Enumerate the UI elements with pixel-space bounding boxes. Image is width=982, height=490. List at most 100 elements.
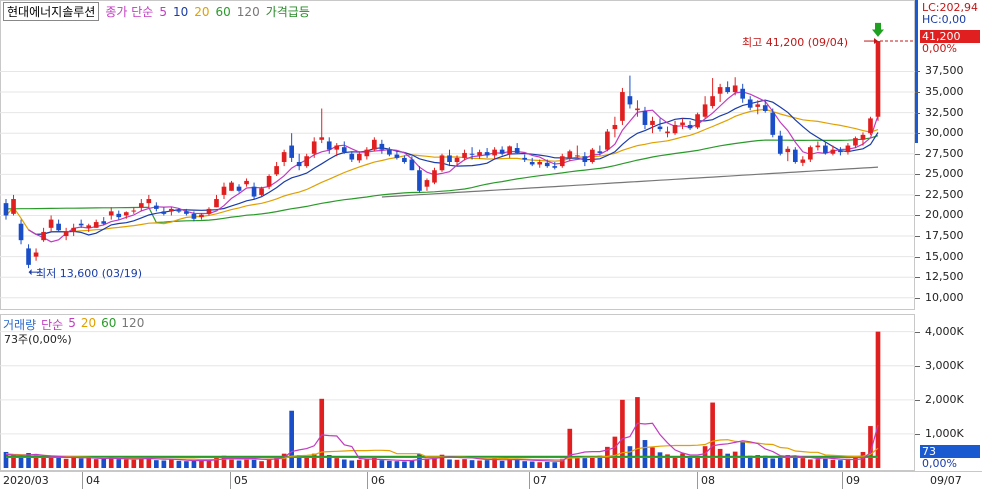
volume-bar [154, 460, 159, 468]
candle-body [356, 153, 362, 161]
volume-bar [199, 460, 204, 468]
volume-bar [349, 460, 355, 468]
candle-body [199, 214, 204, 218]
candle-body [266, 175, 272, 187]
volume-bar [281, 453, 287, 468]
volume-bar [499, 460, 505, 468]
candle-body [191, 213, 197, 219]
candle-body [206, 208, 212, 214]
volume-bar [63, 458, 69, 468]
lc-label: LC:202,94 [922, 1, 979, 14]
volume-ma5-line [5, 422, 879, 462]
volume-bar [424, 458, 430, 468]
volume-bar [492, 457, 497, 468]
ma-period-10[interactable]: 10 [172, 4, 189, 19]
volume-chart-header: 거래량 단순 5 20 60 120 [3, 316, 144, 333]
volume-ma-period-5[interactable]: 5 [68, 316, 76, 330]
candle-body [477, 152, 482, 156]
date-label-aug: 08 [701, 474, 715, 487]
price-tick-label: 37,500 [915, 64, 964, 78]
volume-bar [792, 457, 798, 468]
ma-period-5[interactable]: 5 [159, 4, 167, 19]
candle-body [650, 120, 655, 125]
volume-bar [334, 458, 340, 468]
volume-ma-period-20[interactable]: 20 [80, 316, 97, 330]
price-tick-label: 12,500 [915, 270, 964, 284]
volume-ma-period-60[interactable]: 60 [101, 316, 117, 330]
candle-body [78, 223, 84, 226]
price-chart-panel[interactable] [0, 0, 915, 310]
volume-bar [574, 457, 580, 468]
candle-body [402, 157, 407, 162]
stock-name-box[interactable]: 현대에너지솔루션 [3, 2, 100, 21]
volume-bar [462, 459, 467, 468]
volume-bar [56, 455, 61, 468]
price-tick-label: 20,000 [915, 208, 964, 222]
volume-bar [123, 459, 129, 468]
candle-body [770, 112, 776, 135]
candle-body [221, 186, 227, 195]
candle-body [394, 154, 400, 158]
volume-bar [717, 448, 723, 468]
ma-period-20[interactable]: 20 [194, 4, 210, 19]
volume-bar [71, 457, 76, 468]
volume-bar [853, 457, 858, 468]
candle-body [289, 145, 294, 158]
volume-bar [3, 451, 9, 468]
ma-period-120[interactable]: 120 [236, 4, 260, 19]
volume-bar [725, 453, 730, 468]
candle-body [808, 147, 813, 160]
volume-bar [710, 402, 715, 468]
volume-axis[interactable]: 73 0,00% 4,000K 3,000K 2,000K 1,000K [915, 314, 982, 471]
volume-bar [665, 454, 670, 468]
candle-body [582, 156, 588, 162]
candle-body [3, 203, 9, 216]
ma5-line [28, 91, 879, 243]
candle-body [590, 149, 595, 162]
price-tick-label: 22,500 [915, 187, 964, 201]
price-axis[interactable]: LC:202,94 HC:0,00 41,200 0,00% 37,500 35,… [915, 0, 982, 310]
volume-chart-panel[interactable] [0, 314, 915, 471]
price-tick-label: 30,000 [915, 126, 964, 140]
volume-bar [582, 458, 588, 468]
candle-body [184, 211, 189, 214]
candle-body [326, 141, 332, 150]
volume-bar [514, 459, 520, 468]
candle-body [717, 87, 723, 94]
volume-bar [18, 457, 24, 468]
volume-bar [289, 410, 294, 468]
candle-body [845, 145, 851, 153]
candle-body [597, 151, 603, 153]
price-surge-label[interactable]: 가격급등 [265, 5, 310, 19]
volume-bar [304, 457, 310, 468]
volume-bar [191, 460, 197, 468]
candle-body [800, 159, 806, 163]
volume-bar [11, 454, 16, 468]
volume-bar [454, 459, 460, 468]
volume-label[interactable]: 거래량 [3, 318, 37, 332]
price-tick-label: 25,000 [915, 167, 964, 181]
candle-body [409, 159, 415, 171]
ma-study-label[interactable]: 종가 단순 [105, 5, 154, 19]
candle-body [236, 186, 242, 191]
ma-period-60[interactable]: 60 [215, 4, 231, 19]
candle-body [559, 156, 565, 167]
volume-ma-period-120[interactable]: 120 [121, 316, 145, 330]
ma120-line [381, 166, 879, 198]
volume-bar [41, 456, 46, 468]
volume-bar [409, 460, 415, 468]
volume-ma-study-label[interactable]: 단순 [41, 318, 64, 332]
candle-body [747, 99, 753, 108]
volume-bar [214, 457, 219, 468]
candle-body [101, 221, 107, 224]
date-label-sep: 09 [846, 474, 860, 487]
volume-bar [221, 455, 227, 468]
volume-bar [146, 457, 152, 468]
date-axis[interactable]: 2020/03 04 05 06 07 08 09 09/07 [0, 471, 982, 490]
volume-bar [823, 458, 828, 468]
volume-bar [439, 454, 445, 468]
candle-body [319, 137, 325, 140]
candle-body [123, 212, 129, 216]
candle-body [552, 166, 558, 168]
